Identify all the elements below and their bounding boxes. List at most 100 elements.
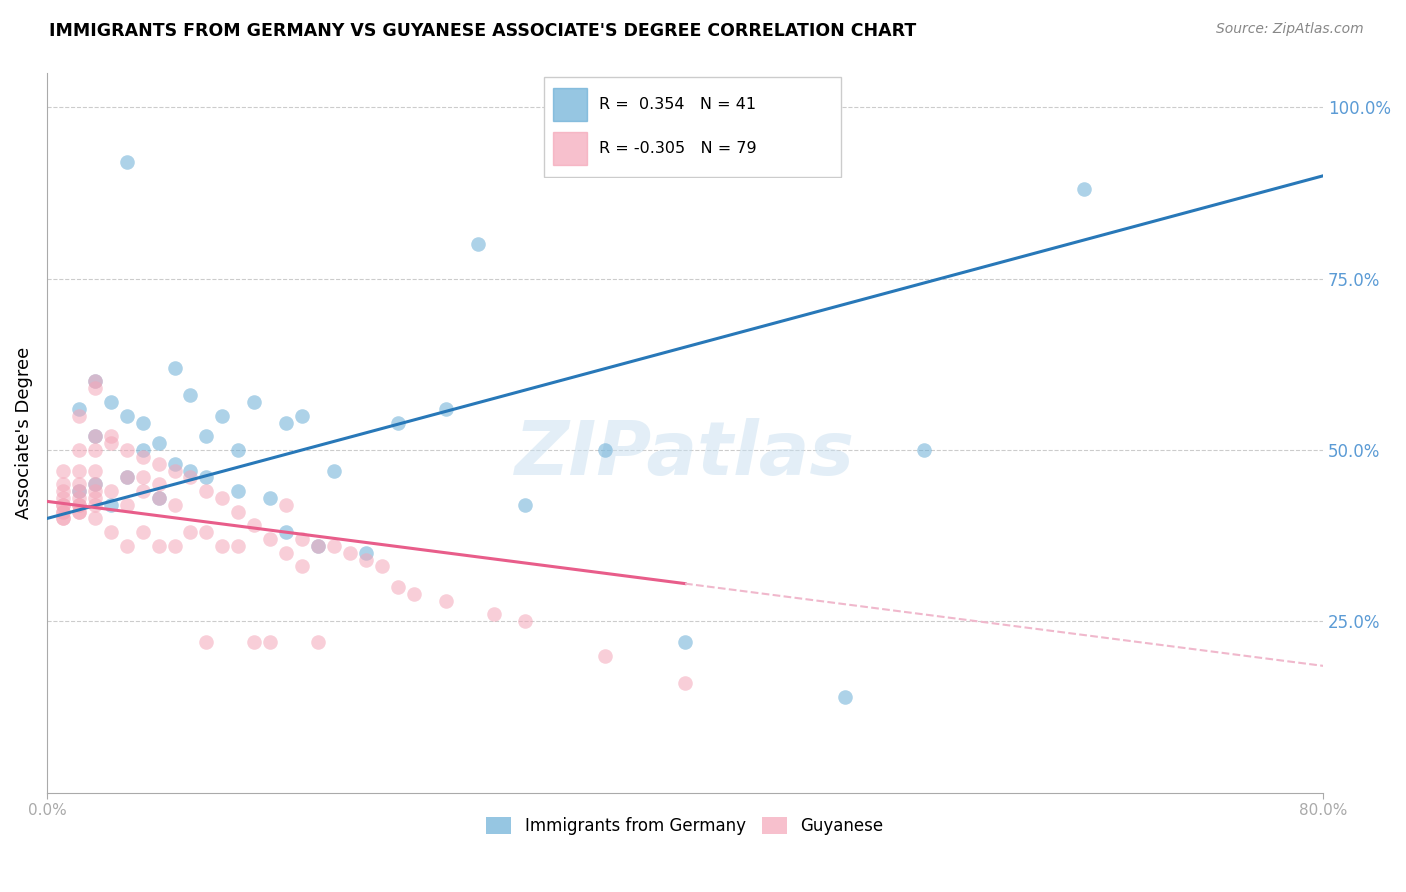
- Point: [83, 429, 105, 443]
- Point: [593, 442, 616, 457]
- Point: [83, 477, 105, 491]
- Point: [673, 635, 696, 649]
- Point: [83, 375, 105, 389]
- Text: R = -0.305   N = 79: R = -0.305 N = 79: [599, 141, 756, 156]
- Point: [354, 546, 377, 560]
- Bar: [554, 88, 586, 121]
- Point: [67, 463, 90, 477]
- Point: [100, 498, 122, 512]
- Point: [482, 607, 505, 622]
- Point: [195, 484, 218, 499]
- Point: [148, 491, 170, 505]
- Point: [434, 593, 457, 607]
- Point: [115, 470, 138, 484]
- Point: [228, 505, 250, 519]
- Point: [307, 635, 329, 649]
- Point: [163, 463, 186, 477]
- Point: [52, 477, 75, 491]
- Point: [131, 484, 153, 499]
- Point: [259, 532, 281, 546]
- Point: [211, 539, 233, 553]
- Point: [115, 498, 138, 512]
- Point: [276, 416, 298, 430]
- Point: [100, 436, 122, 450]
- Point: [515, 615, 537, 629]
- Point: [179, 463, 201, 477]
- Point: [323, 539, 346, 553]
- Point: [148, 457, 170, 471]
- Point: [243, 635, 266, 649]
- Point: [67, 491, 90, 505]
- Point: [115, 470, 138, 484]
- Bar: [554, 132, 586, 165]
- Point: [52, 505, 75, 519]
- Point: [276, 525, 298, 540]
- Text: R =  0.354   N = 41: R = 0.354 N = 41: [599, 97, 756, 112]
- Point: [673, 676, 696, 690]
- Text: Source: ZipAtlas.com: Source: ZipAtlas.com: [1216, 22, 1364, 37]
- Point: [67, 498, 90, 512]
- Point: [67, 409, 90, 423]
- Point: [307, 539, 329, 553]
- Point: [195, 525, 218, 540]
- Point: [52, 511, 75, 525]
- Point: [115, 539, 138, 553]
- Point: [67, 505, 90, 519]
- Point: [163, 539, 186, 553]
- Point: [148, 477, 170, 491]
- Point: [195, 470, 218, 484]
- Point: [131, 450, 153, 464]
- Point: [83, 484, 105, 499]
- Point: [83, 477, 105, 491]
- Point: [83, 429, 105, 443]
- Point: [163, 457, 186, 471]
- Point: [115, 155, 138, 169]
- Point: [67, 477, 90, 491]
- Point: [402, 587, 425, 601]
- Point: [228, 484, 250, 499]
- Point: [243, 518, 266, 533]
- Point: [83, 375, 105, 389]
- Point: [115, 442, 138, 457]
- Point: [67, 401, 90, 416]
- Point: [148, 491, 170, 505]
- Point: [179, 388, 201, 402]
- Point: [148, 539, 170, 553]
- Point: [52, 491, 75, 505]
- Point: [195, 635, 218, 649]
- Point: [371, 559, 394, 574]
- Point: [643, 94, 665, 108]
- Point: [131, 470, 153, 484]
- Point: [434, 401, 457, 416]
- Point: [307, 539, 329, 553]
- Point: [912, 442, 935, 457]
- Text: ZIPatlas: ZIPatlas: [515, 418, 855, 491]
- Point: [115, 409, 138, 423]
- Point: [211, 491, 233, 505]
- Point: [100, 525, 122, 540]
- Point: [467, 237, 489, 252]
- Point: [83, 511, 105, 525]
- Point: [100, 395, 122, 409]
- Point: [291, 532, 314, 546]
- Point: [67, 505, 90, 519]
- Point: [52, 484, 75, 499]
- Point: [259, 635, 281, 649]
- Point: [100, 429, 122, 443]
- Point: [179, 470, 201, 484]
- Point: [131, 442, 153, 457]
- Point: [67, 484, 90, 499]
- Point: [291, 409, 314, 423]
- Point: [163, 360, 186, 375]
- Point: [354, 552, 377, 566]
- Point: [834, 690, 856, 704]
- Point: [387, 416, 409, 430]
- Point: [67, 484, 90, 499]
- Y-axis label: Associate's Degree: Associate's Degree: [15, 347, 32, 519]
- Point: [52, 498, 75, 512]
- Point: [131, 525, 153, 540]
- Point: [131, 416, 153, 430]
- Point: [228, 442, 250, 457]
- Point: [83, 381, 105, 395]
- Point: [387, 580, 409, 594]
